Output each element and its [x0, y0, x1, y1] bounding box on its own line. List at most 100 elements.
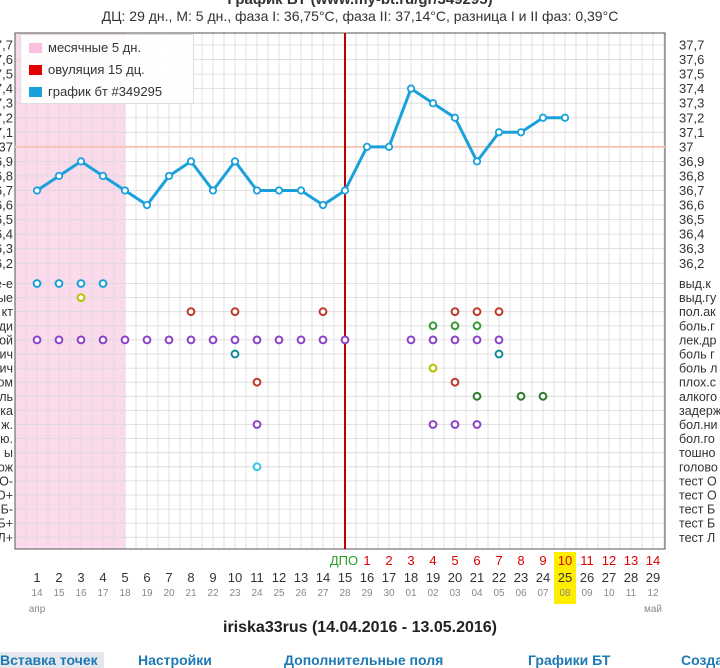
y-tick-label-left: 37,3	[0, 96, 13, 111]
y-tick-label-right: 37	[679, 139, 693, 154]
symptom-mark	[76, 293, 86, 303]
symptom-label-right: бол.ни	[679, 418, 718, 432]
y-tick-label-right: 37,5	[679, 67, 704, 82]
symptom-label-right: тошно	[679, 446, 715, 460]
date-label: 27	[317, 588, 329, 599]
temperature-point	[296, 186, 306, 195]
cycle-day-label: 29	[646, 570, 660, 585]
temperature-point	[230, 157, 240, 166]
symptom-mark	[252, 420, 262, 429]
symptom-mark	[164, 335, 174, 345]
y-tick-label-right: 36,4	[679, 227, 704, 242]
symptom-mark	[76, 279, 86, 288]
temperature-point	[274, 186, 284, 195]
dpo-label: ДПО	[330, 553, 358, 568]
temperature-point	[252, 186, 262, 195]
y-tick-label-left: 37,4	[0, 81, 13, 96]
dpo-number: 6	[473, 553, 480, 568]
legend-item-menstruation: месячные 5 дн.	[29, 40, 141, 55]
nav-extra-fields[interactable]: Дополнительные поля	[284, 652, 444, 668]
temperature-point	[32, 186, 42, 195]
symptom-label-left: ом	[0, 376, 13, 390]
cycle-summary: ДЦ: 29 дн., М: 5 дн., фаза I: 36,75°C, ф…	[101, 8, 619, 24]
symptom-mark	[494, 349, 504, 359]
date-label: 20	[163, 588, 175, 599]
symptom-label-left: Л+	[0, 531, 13, 545]
y-tick-label-left: 37,6	[0, 52, 13, 67]
cycle-day-label: 7	[165, 570, 172, 585]
symptom-label-right: боль.г	[679, 319, 715, 333]
symptom-mark	[208, 335, 218, 345]
symptom-label-left: О+	[0, 489, 13, 503]
cycle-day-label: 15	[338, 570, 352, 585]
cycle-day-label: 13	[294, 570, 308, 585]
dpo-number: 14	[646, 553, 660, 568]
symptom-mark	[494, 307, 504, 317]
symptom-mark	[428, 335, 438, 345]
legend-label-temperature: график бт #349295	[48, 84, 163, 99]
temperature-point	[560, 113, 570, 122]
date-label: 04	[471, 588, 483, 599]
cycle-day-label: 17	[382, 570, 396, 585]
symptom-label-left: ож	[0, 460, 14, 474]
temperature-point	[362, 142, 372, 151]
symptom-mark	[142, 335, 152, 345]
y-tick-label-left: 37,2	[0, 110, 13, 125]
symptom-label-left: ой	[0, 333, 13, 347]
cycle-day-label: 24	[536, 570, 550, 585]
symptom-label-left: ые	[0, 291, 13, 305]
date-label: 14	[31, 588, 43, 599]
month-label: май	[644, 604, 662, 615]
symptom-label-left: Б+	[0, 517, 13, 531]
y-tick-label-left: 36,4	[0, 227, 13, 242]
date-label: 06	[515, 588, 527, 599]
symptom-mark	[472, 335, 482, 345]
temperature-point	[340, 186, 350, 195]
nav-bbt-charts[interactable]: Графики БТ	[528, 652, 611, 668]
nav-create[interactable]: Создать	[681, 652, 720, 668]
y-tick-label-left: 36,7	[0, 183, 13, 198]
symptom-label-left: Б-	[1, 503, 13, 517]
cycle-day-label: 22	[492, 570, 506, 585]
today-highlight	[554, 552, 576, 604]
symptom-mark	[538, 391, 548, 401]
y-tick-label-right: 37,7	[679, 38, 704, 53]
dpo-number: 10	[558, 553, 572, 568]
symptom-label-right: выд.к	[679, 277, 711, 291]
symptom-label-right: тест Л	[679, 531, 715, 545]
nav-insert-points[interactable]: Вставка точек	[0, 652, 104, 668]
temperature-point	[142, 200, 152, 210]
legend-swatch-menstruation	[29, 43, 42, 53]
y-tick-label-right: 37,2	[679, 110, 704, 125]
symptom-label-right: бол.го	[679, 432, 715, 446]
symptom-mark	[318, 335, 328, 345]
symptom-mark	[318, 307, 328, 317]
legend-swatch-ovulation	[29, 65, 42, 75]
temperature-point	[120, 186, 130, 195]
symptom-mark	[54, 279, 64, 288]
date-label: 28	[339, 588, 351, 599]
symptom-label-left: ди	[0, 319, 13, 333]
symptom-mark	[32, 335, 42, 345]
symptom-label-right: тест О	[679, 474, 717, 488]
symptom-mark	[186, 335, 196, 345]
symptom-label-left: кт	[2, 305, 14, 319]
y-tick-label-left: 36,9	[0, 154, 13, 169]
symptom-label-right: боль г	[679, 348, 715, 362]
temperature-point	[186, 157, 196, 166]
cycle-day-label: 6	[143, 570, 150, 585]
date-label: 30	[383, 588, 395, 599]
symptom-label-right: тест О	[679, 489, 717, 503]
temperature-point	[450, 113, 460, 122]
symptom-mark	[494, 335, 504, 345]
symptom-mark	[98, 335, 108, 345]
date-label: 09	[581, 588, 593, 599]
symptom-label-left: ич	[0, 362, 13, 376]
month-label: апр	[29, 604, 46, 615]
date-label: 10	[603, 588, 615, 599]
date-label: 11	[626, 588, 637, 599]
date-label: 26	[295, 588, 307, 599]
symptom-label-right: тест Б	[679, 503, 715, 517]
nav-settings[interactable]: Настройки	[138, 652, 212, 668]
symptom-label-left: ы	[4, 446, 13, 460]
